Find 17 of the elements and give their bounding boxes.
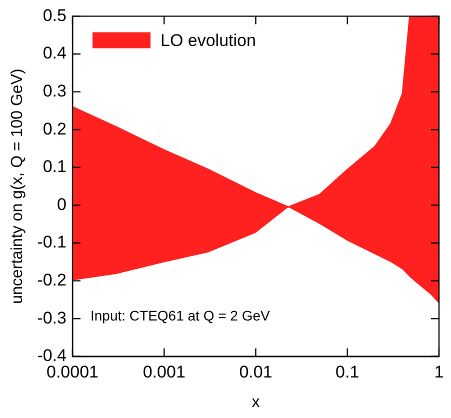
y-tick-label: 0.5 bbox=[42, 6, 66, 25]
y-tick-label: 0.4 bbox=[42, 44, 66, 63]
y-tick-label: 0.3 bbox=[42, 81, 66, 100]
y-tick-label: 0.2 bbox=[42, 119, 66, 138]
x-tick-label: 0.01 bbox=[239, 362, 272, 382]
x-tick-label: 0.001 bbox=[142, 362, 186, 382]
y-axis-title: uncertainty on g(x, Q = 100 GeV) bbox=[9, 68, 26, 304]
y-tick-label: 0.1 bbox=[42, 157, 66, 176]
y-tick-label: -0.2 bbox=[37, 270, 66, 290]
annotation: Input: CTEQ61 at Q = 2 GeV bbox=[90, 307, 271, 324]
legend-label: LO evolution bbox=[160, 30, 256, 50]
y-tick-label: -0.3 bbox=[37, 308, 66, 328]
x-axis-title: x bbox=[252, 394, 260, 411]
x-tick-label: 1 bbox=[434, 362, 444, 382]
x-tick-label: 0.1 bbox=[336, 362, 360, 382]
y-tick-label: -0.1 bbox=[37, 232, 66, 252]
y-tick-label: 0 bbox=[57, 194, 66, 214]
